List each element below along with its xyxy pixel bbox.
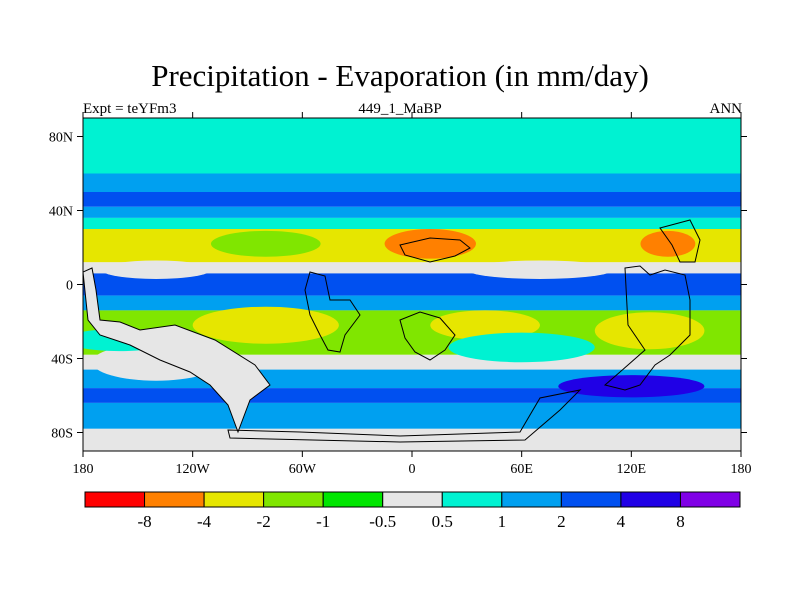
colorbar-label-7: 2 bbox=[557, 512, 566, 531]
x-tick-label-3: 0 bbox=[409, 462, 416, 477]
axes: 180 120W 60W 0 60E 120E 180 80N 40N 0 40S 80S bbox=[49, 112, 752, 477]
x-tick-label-6: 180 bbox=[731, 462, 752, 477]
field-patch-0 bbox=[210, 230, 321, 257]
field-band-4 bbox=[83, 206, 741, 218]
y-tick-label-3: 40S bbox=[51, 353, 73, 368]
field-patch-1 bbox=[384, 229, 476, 259]
field-band-15 bbox=[83, 428, 741, 451]
colorbar-label-3: -1 bbox=[316, 512, 330, 531]
colorbar-box-8 bbox=[560, 491, 622, 508]
coastlines bbox=[83, 219, 701, 443]
season-label: ANN bbox=[709, 101, 743, 117]
field-band-7 bbox=[83, 262, 741, 274]
field-patch-6 bbox=[430, 310, 540, 341]
field-patch-2 bbox=[640, 230, 696, 257]
x-tick-label-4: 60E bbox=[510, 462, 533, 477]
colorbar-box-9 bbox=[620, 491, 681, 508]
colorbar-label-5: 0.5 bbox=[432, 512, 453, 531]
colorbar: -8 -4 -2 -1 -0.5 0.5 1 2 4 8 bbox=[84, 491, 741, 531]
field-band-8 bbox=[83, 273, 741, 296]
field-patch-10 bbox=[558, 375, 705, 398]
field-patch-3 bbox=[101, 260, 211, 279]
colorbar-label-2: -2 bbox=[257, 512, 271, 531]
y-tick-label-0: 80N bbox=[49, 131, 73, 146]
colorbar-box-0 bbox=[84, 491, 146, 508]
colorbar-label-4: -0.5 bbox=[369, 512, 396, 531]
field-band-9 bbox=[83, 295, 741, 311]
x-tick-label-5: 120E bbox=[617, 462, 647, 477]
field-band-14 bbox=[83, 402, 741, 429]
colorbar-box-10 bbox=[679, 491, 741, 508]
colorbar-label-6: 1 bbox=[498, 512, 507, 531]
colorbar-box-6 bbox=[441, 491, 503, 508]
x-tick-label-0: 180 bbox=[73, 462, 94, 477]
period-label: 449_1_MaBP bbox=[358, 101, 442, 117]
experiment-label: Expt = teYFm3 bbox=[83, 101, 177, 117]
colorbar-box-7 bbox=[501, 491, 562, 508]
field-patch-5 bbox=[192, 306, 339, 344]
colorbar-box-3 bbox=[263, 491, 324, 508]
colorbar-label-0: -8 bbox=[137, 512, 151, 531]
x-tick-label-1: 120W bbox=[176, 462, 211, 477]
y-tick-label-4: 80S bbox=[51, 427, 73, 442]
field-patch-7 bbox=[594, 312, 705, 350]
y-tick-label-2: 0 bbox=[66, 279, 73, 294]
field-patch-9 bbox=[448, 332, 595, 363]
colorbar-box-2 bbox=[203, 491, 265, 508]
map-field bbox=[83, 118, 741, 451]
field-band-1 bbox=[83, 155, 741, 174]
field-band-2 bbox=[83, 173, 741, 192]
field-band-3 bbox=[83, 192, 741, 207]
chart-title: Precipitation - Evaporation (in mm/day) bbox=[151, 58, 649, 93]
colorbar-box-4 bbox=[322, 491, 384, 508]
x-tick-label-2: 60W bbox=[289, 462, 317, 477]
colorbar-label-8: 4 bbox=[617, 512, 626, 531]
field-band-5 bbox=[83, 217, 741, 229]
field-band-0 bbox=[83, 118, 741, 155]
field-patch-4 bbox=[466, 260, 614, 279]
y-tick-label-1: 40N bbox=[49, 205, 73, 220]
colorbar-box-5 bbox=[382, 491, 443, 508]
colorbar-label-1: -4 bbox=[197, 512, 212, 531]
colorbar-label-9: 8 bbox=[676, 512, 685, 531]
colorbar-box-1 bbox=[144, 491, 205, 508]
